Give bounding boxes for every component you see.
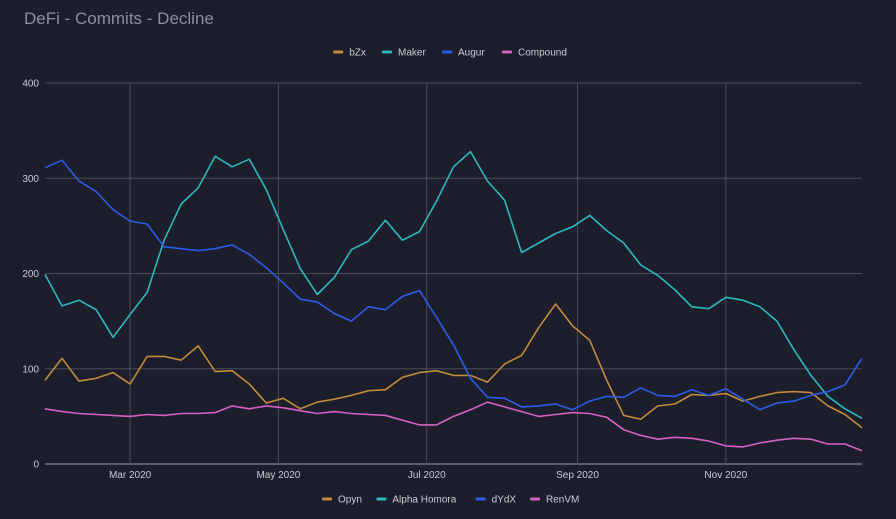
legend-label-maker: Maker [398, 48, 426, 59]
x-tick-label: Nov 2020 [704, 470, 747, 481]
series-line-renvm [44, 401, 863, 452]
series-line-alpha-homora [44, 150, 863, 419]
legend-swatch-augur [442, 50, 452, 54]
y-tick-label: 0 [33, 460, 39, 471]
legend-swatch-maker [382, 50, 392, 54]
legend-swatch-dydx [475, 497, 486, 501]
legend-swatch-opyn [322, 497, 332, 501]
series-line-dydx [44, 159, 863, 411]
x-tick-label: May 2020 [256, 470, 300, 481]
y-tick-label: 300 [22, 174, 39, 185]
x-tick-label: Sep 2020 [556, 470, 599, 481]
legend-label-opyn: Opyn [338, 495, 362, 506]
y-tick-label: 200 [22, 269, 39, 280]
legend-label-alpha-homora: Alpha Homora [392, 495, 456, 506]
legend-swatch-renvm [530, 497, 540, 501]
y-tick-label: 400 [22, 79, 39, 90]
legend-label-dydx: dYdX [492, 495, 517, 506]
y-tick-label: 100 [22, 364, 39, 375]
chart-title: DeFi - Commits - Decline [24, 9, 214, 28]
series-line-opyn [44, 303, 863, 429]
x-tick-label: Mar 2020 [109, 470, 152, 481]
legend-label-bzx: bZx [349, 48, 366, 59]
legend-swatch-alpha-homora [376, 497, 387, 501]
legend-swatch-compound [502, 50, 512, 54]
legend-label-augur: Augur [458, 48, 485, 59]
legend-label-renvm: RenVM [546, 495, 579, 506]
legend-swatch-bzx [333, 50, 344, 54]
x-tick-label: Jul 2020 [408, 470, 446, 481]
legend-label-compound: Compound [518, 48, 567, 59]
